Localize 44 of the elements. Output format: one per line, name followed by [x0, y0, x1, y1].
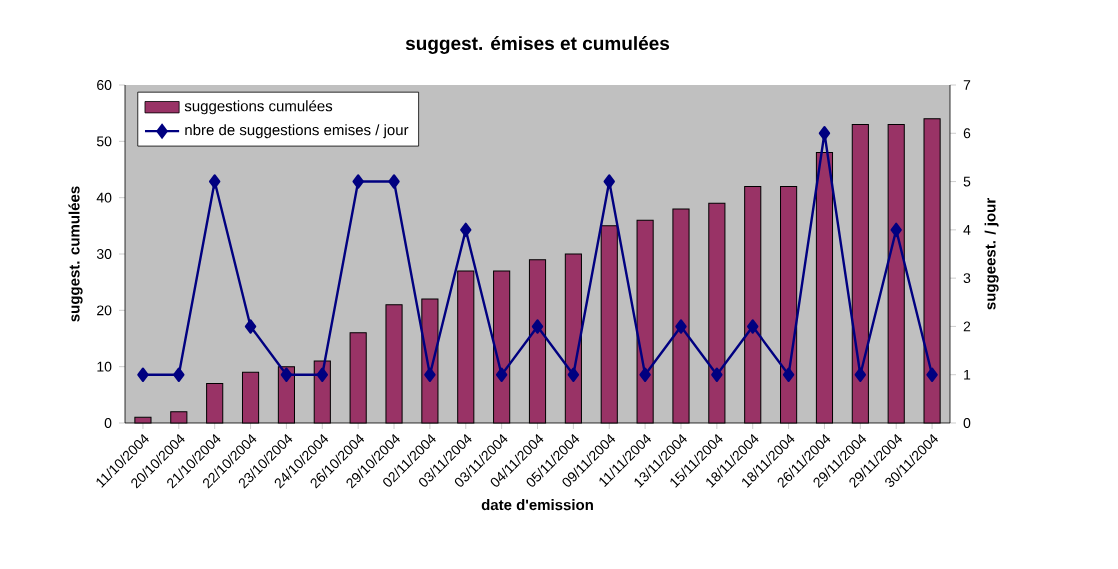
y2-tick-label: 3 [963, 273, 971, 284]
point [531, 319, 544, 334]
y2-tick-label: 7 [963, 80, 971, 90]
point [818, 126, 831, 141]
y2-tick-label: 0 [963, 418, 971, 428]
point [495, 367, 508, 382]
y2-tick-label: 6 [963, 128, 971, 139]
point [711, 367, 723, 382]
y-tick-label: 40 [96, 192, 112, 203]
legend-label: nbre de suggestions emises / jour [185, 124, 409, 139]
y-tick-label: 20 [97, 305, 112, 316]
point [316, 367, 328, 382]
y-tick-label: 60 [97, 80, 112, 90]
point [603, 174, 615, 189]
point [173, 367, 185, 382]
point [208, 174, 221, 189]
point [280, 367, 293, 382]
point [352, 174, 364, 189]
y2-tick-label: 1 [964, 369, 971, 380]
point [460, 222, 472, 238]
y-axis-title: suggest. cumulées [68, 186, 83, 322]
y2-tick-label: 2 [963, 321, 971, 332]
point [675, 319, 687, 334]
point [244, 319, 257, 334]
point [639, 367, 651, 382]
point [137, 367, 149, 382]
chart-title: suggest. émises et cumulées [405, 35, 670, 54]
point [890, 222, 902, 238]
y2-tick-label: 5 [963, 176, 971, 187]
point [782, 367, 795, 382]
y-tick-label: 0 [104, 418, 112, 428]
point [424, 367, 436, 382]
point [926, 367, 938, 382]
y2-axis-title: suggeest. / jour [984, 198, 999, 310]
y-tick-label: 10 [97, 361, 112, 372]
point [567, 367, 580, 382]
y-tick-label: 50 [96, 136, 112, 147]
point [388, 174, 400, 189]
point [854, 367, 867, 382]
y-tick-label: 30 [96, 249, 112, 259]
point [747, 319, 759, 334]
legend-label: suggestions cumulées [184, 100, 333, 115]
y2-tick-label: 4 [963, 225, 971, 235]
x-axis-title: date d'emission [481, 499, 593, 511]
